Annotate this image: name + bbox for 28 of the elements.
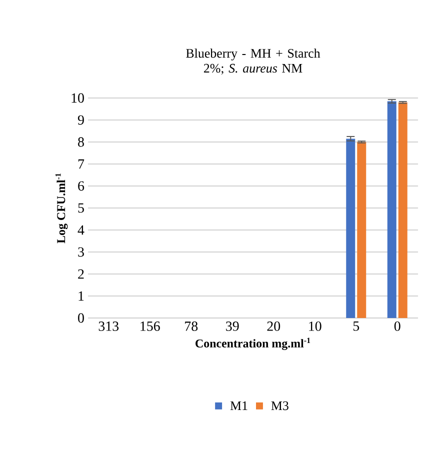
- bar: [398, 102, 408, 318]
- y-tick-label: 8: [78, 137, 84, 147]
- y-tick-label: 0: [78, 313, 84, 323]
- bar: [346, 138, 356, 318]
- bar: [387, 101, 396, 318]
- x-tick-label: 78: [185, 322, 198, 331]
- bar: [357, 142, 366, 318]
- y-tick-label: 6: [78, 181, 84, 191]
- y-tick-label: 9: [78, 115, 84, 125]
- y-tick-label: 2: [78, 269, 84, 279]
- y-axis-title: Log CFU.ml$^{-1}$: [55, 173, 68, 244]
- x-tick-label: 20: [267, 322, 280, 331]
- x-axis-title: Concentration mg.ml$^{-1}$: [196, 338, 310, 350]
- x-tick-label: 0: [394, 322, 400, 331]
- x-tick-label: 10: [309, 322, 322, 331]
- chart-title: Blueberry - MH + Starch 2%; S. aureus NM: [186, 48, 320, 75]
- y-tick-label: 10: [72, 93, 84, 103]
- x-tick-label: 39: [226, 322, 239, 331]
- y-tick-label: 5: [78, 203, 84, 213]
- legend-label: M1: [230, 401, 248, 410]
- x-tick-label: 5: [353, 322, 360, 331]
- y-tick-label: 7: [78, 159, 84, 169]
- x-tick-label: 313: [98, 322, 119, 331]
- y-tick-label: 1: [78, 291, 84, 301]
- y-tick-label: 3: [78, 247, 84, 257]
- legend-label: M3: [271, 401, 288, 410]
- y-tick-label: 4: [78, 225, 84, 235]
- x-tick-label: 156: [140, 322, 160, 331]
